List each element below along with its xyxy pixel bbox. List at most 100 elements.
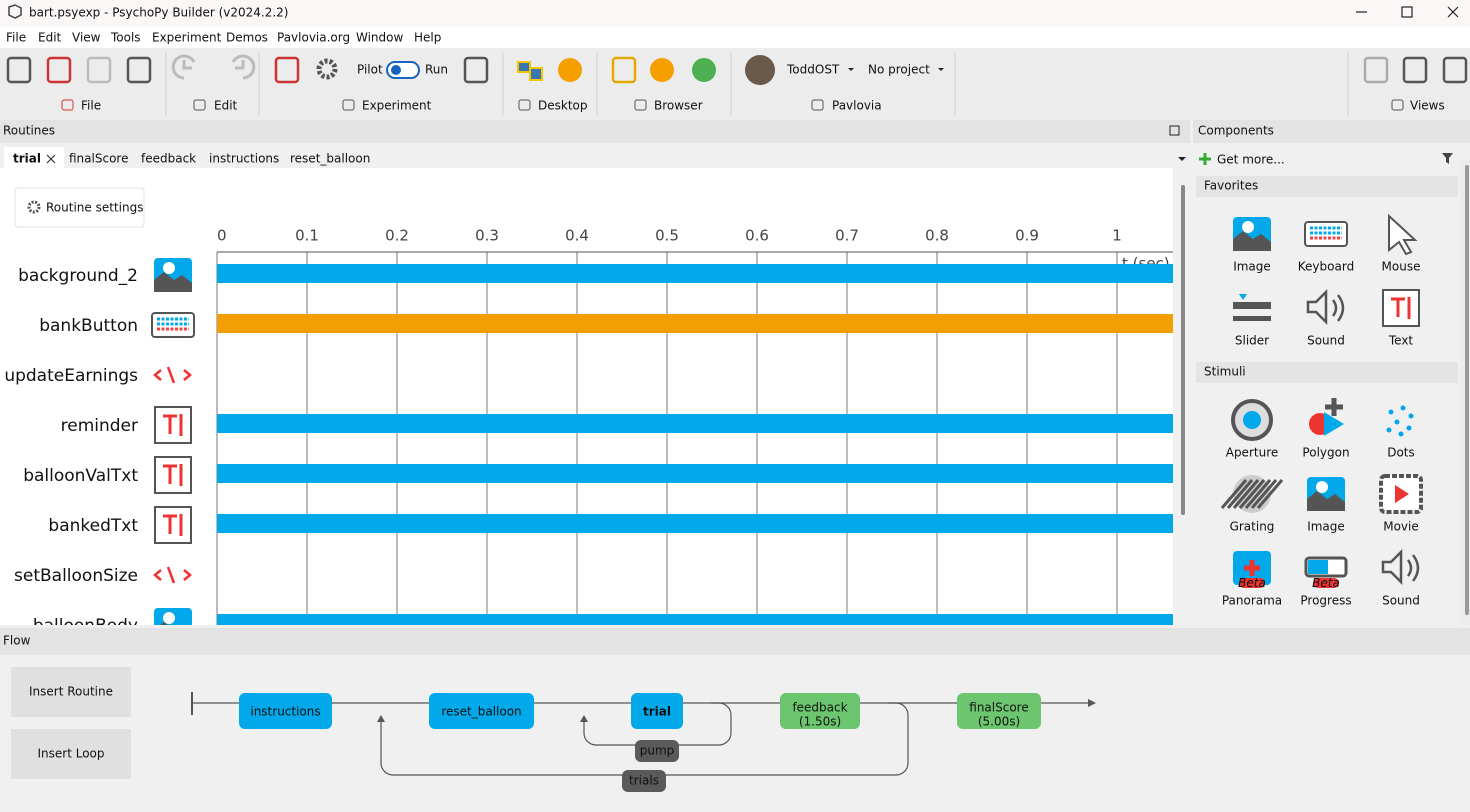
toolbar-button[interactable] xyxy=(1442,56,1468,84)
flow-routine-name[interactable]: feedback xyxy=(792,701,847,715)
user-dropdown[interactable] xyxy=(848,68,854,71)
flow-routine-name[interactable]: reset_balloon xyxy=(441,705,521,719)
component-button-label[interactable]: Image xyxy=(1307,520,1345,534)
toolbar-button[interactable] xyxy=(86,56,112,84)
component-button-label[interactable]: Sound xyxy=(1307,334,1345,348)
routine-settings-label[interactable]: Routine settings xyxy=(46,201,143,215)
component-button-label[interactable]: Keyboard xyxy=(1298,260,1354,274)
flow-routine-name[interactable]: finalScore xyxy=(969,701,1028,715)
flow-routine-name[interactable]: instructions xyxy=(250,705,320,719)
flow-routine[interactable] xyxy=(239,693,332,729)
component-duration-bar[interactable] xyxy=(217,614,1173,633)
tab-close[interactable] xyxy=(46,154,56,164)
routine-tab[interactable]: instructions xyxy=(209,152,279,166)
toolbar-button[interactable] xyxy=(692,58,716,82)
menu-item[interactable]: Pavlovia.org xyxy=(277,31,350,45)
scrollbar-thumb[interactable] xyxy=(1181,185,1185,515)
maximize-button[interactable] xyxy=(1401,6,1413,18)
toolbar-button[interactable] xyxy=(1363,56,1389,84)
routine-tab[interactable]: feedback xyxy=(141,152,196,166)
toolbar-group-label[interactable]: Browser xyxy=(654,99,703,113)
flow-routine[interactable] xyxy=(957,693,1041,729)
component-duration-bar[interactable] xyxy=(217,464,1173,483)
toolbar-button[interactable] xyxy=(463,56,489,84)
flow-button-label[interactable]: Insert Loop xyxy=(37,747,104,761)
menu-item[interactable]: Window xyxy=(356,31,404,45)
component-duration-bar[interactable] xyxy=(217,264,1173,283)
component-button-label[interactable]: Grating xyxy=(1230,520,1275,534)
user-name[interactable]: ToddOST xyxy=(786,63,840,77)
python-button[interactable] xyxy=(517,61,543,81)
redo-button[interactable] xyxy=(231,54,256,80)
project-name[interactable]: No project xyxy=(868,63,930,77)
flow-routine-name[interactable]: trial xyxy=(643,705,671,719)
flow-routine[interactable] xyxy=(780,693,860,729)
component-name[interactable]: updateEarnings xyxy=(4,366,138,386)
menu-item[interactable]: Demos xyxy=(226,31,268,45)
toolbar-button[interactable] xyxy=(650,58,674,82)
menu-item[interactable]: File xyxy=(6,31,26,45)
loop-name[interactable]: pump xyxy=(640,744,675,758)
user-avatar[interactable] xyxy=(745,55,775,85)
toolbar-button[interactable] xyxy=(126,56,152,84)
routine-tab[interactable]: trial xyxy=(13,152,41,166)
flow-button-label[interactable]: Insert Routine xyxy=(29,685,113,699)
section-title[interactable]: Stimuli xyxy=(1204,365,1246,379)
component-button-label[interactable]: Dots xyxy=(1387,446,1415,460)
section-title[interactable]: Favorites xyxy=(1204,179,1258,193)
toolbar-button[interactable] xyxy=(1402,56,1428,84)
flow-routine[interactable] xyxy=(429,693,534,729)
component-name[interactable]: reminder xyxy=(61,416,138,436)
routine-settings-button[interactable] xyxy=(14,187,145,228)
toolbar-group-label[interactable]: Experiment xyxy=(362,99,432,113)
component-button-label[interactable]: Mouse xyxy=(1382,260,1421,274)
maximize-panel[interactable] xyxy=(1169,125,1180,136)
component-button-label[interactable]: Polygon xyxy=(1302,446,1349,460)
toolbar-button[interactable] xyxy=(558,58,582,82)
toolbar-button[interactable] xyxy=(46,56,72,84)
toolbar-group-label[interactable]: Edit xyxy=(214,99,238,113)
component-name[interactable]: balloonBody xyxy=(33,616,138,636)
tab-dropdown[interactable] xyxy=(1178,157,1186,161)
project-dropdown[interactable] xyxy=(938,68,944,71)
component-name[interactable]: balloonValTxt xyxy=(23,466,138,486)
settings-button[interactable] xyxy=(316,58,338,80)
component-duration-bar[interactable] xyxy=(217,514,1173,533)
routine-tab[interactable]: finalScore xyxy=(69,152,128,166)
component-button-label[interactable]: Sound xyxy=(1382,594,1420,608)
toolbar-button[interactable] xyxy=(6,56,32,84)
get-more-link[interactable]: Get more... xyxy=(1217,153,1285,167)
menu-item[interactable]: Tools xyxy=(110,31,141,45)
loop-name[interactable]: trials xyxy=(629,774,659,788)
toolbar-group-label[interactable]: Views xyxy=(1410,99,1445,113)
toolbar-button[interactable] xyxy=(274,56,300,84)
menu-item[interactable]: View xyxy=(72,31,101,45)
toolbar-group-label[interactable]: Pavlovia xyxy=(832,99,882,113)
loop-label-box[interactable] xyxy=(622,770,666,792)
filter-icon[interactable] xyxy=(1442,153,1453,164)
flow-routine[interactable] xyxy=(631,693,683,729)
flow-button[interactable] xyxy=(11,667,131,717)
component-duration-bar[interactable] xyxy=(217,314,1173,333)
component-button-label[interactable]: Slider xyxy=(1235,334,1269,348)
menu-item[interactable]: Experiment xyxy=(152,31,222,45)
component-name[interactable]: background_2 xyxy=(18,266,138,286)
component-button-label[interactable]: Movie xyxy=(1383,520,1419,534)
component-button-label[interactable]: Text xyxy=(1388,334,1414,348)
menu-item[interactable]: Help xyxy=(414,31,441,45)
routine-tab[interactable]: reset_balloon xyxy=(290,152,370,166)
component-name[interactable]: setBalloonSize xyxy=(14,566,138,586)
component-name[interactable]: bankedTxt xyxy=(48,516,138,536)
component-button-label[interactable]: Progress xyxy=(1300,594,1351,608)
component-button-label[interactable]: Aperture xyxy=(1226,446,1279,460)
component-button-label[interactable]: Panorama xyxy=(1222,594,1282,608)
menu-item[interactable]: Edit xyxy=(38,31,62,45)
component-name[interactable]: bankButton xyxy=(39,316,138,336)
toolbar-button[interactable] xyxy=(611,56,637,84)
components-scroll-thumb[interactable] xyxy=(1465,165,1469,615)
component-button-label[interactable]: Image xyxy=(1233,260,1271,274)
flow-button[interactable] xyxy=(11,729,131,779)
loop-label-box[interactable] xyxy=(635,740,679,762)
toolbar-group-label[interactable]: Desktop xyxy=(538,99,588,113)
undo-button[interactable] xyxy=(171,54,196,80)
